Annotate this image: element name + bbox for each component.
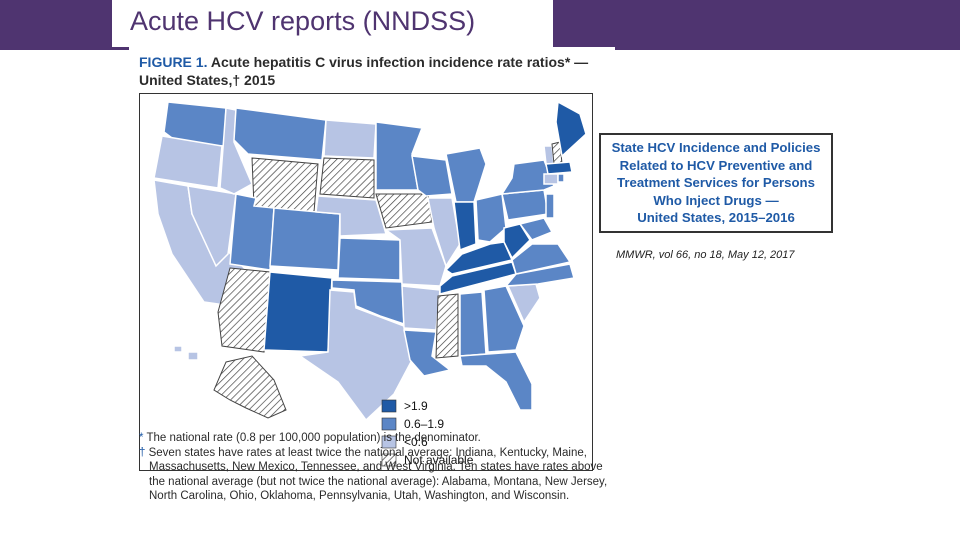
state-ia (375, 193, 433, 229)
state-md (518, 217, 554, 241)
footnote-mark: † (139, 446, 146, 459)
legend-swatch-mid (381, 417, 397, 431)
footnote-text: The national rate (0.8 per 100,000 popul… (146, 432, 481, 444)
state-nd (323, 119, 377, 159)
footnote-text: Seven states have rates at least twice t… (148, 446, 608, 503)
state-wi (411, 155, 453, 197)
state-in (453, 201, 477, 252)
state-or (153, 135, 223, 189)
state-va (511, 243, 572, 275)
state-mi (445, 147, 487, 203)
legend-swatch-high (381, 399, 397, 413)
legend-label-na: Not available (404, 453, 474, 467)
state-hi (173, 345, 199, 361)
figure-label: FIGURE 1. (139, 54, 208, 70)
state-fl (459, 351, 533, 411)
state-la (403, 329, 452, 377)
footnote-mark: * (139, 432, 144, 444)
state-ks (337, 237, 401, 281)
report-title-box: State HCV Incidence and Policies Related… (599, 133, 833, 233)
state-nm (263, 271, 333, 353)
state-ma (545, 161, 573, 175)
footnote-state-rates: † Seven states have rates at least twice… (139, 446, 609, 504)
state-tx (297, 289, 413, 422)
us-map: >1.9 0.6–1.9 <0.6 Not available (153, 100, 587, 467)
citation: MMWR, vol 66, no 18, May 12, 2017 (616, 249, 795, 261)
state-wy (251, 157, 319, 213)
state-nj (545, 193, 555, 219)
state-nv (187, 185, 237, 268)
state-pa (501, 189, 549, 221)
state-ga (483, 285, 525, 353)
legend-swatch-low (381, 435, 397, 449)
state-ny (500, 159, 555, 195)
state-al (459, 291, 487, 357)
state-mt (233, 107, 327, 161)
legend-label-low: <0.6 (404, 435, 428, 449)
footnote-national-rate: * The national rate (0.8 per 100,000 pop… (139, 431, 609, 446)
state-il (427, 197, 461, 268)
state-oh (475, 193, 507, 243)
legend-label-high: >1.9 (404, 399, 428, 413)
state-az (217, 267, 271, 353)
state-ms (435, 293, 459, 359)
slide-title: Acute HCV reports (NNDSS) (130, 6, 476, 36)
state-me (555, 100, 587, 158)
title-tab (112, 0, 553, 47)
state-ak (213, 355, 287, 419)
footnotes: * The national rate (0.8 per 100,000 pop… (139, 431, 609, 504)
figure-title: FIGURE 1. Acute hepatitis C virus infect… (139, 53, 609, 89)
state-ri (557, 173, 565, 183)
state-wv (503, 223, 531, 260)
legend: >1.9 0.6–1.9 <0.6 Not available (381, 399, 474, 467)
legend-label-mid: 0.6–1.9 (404, 417, 444, 431)
state-ar (401, 285, 441, 331)
state-ct (543, 173, 559, 185)
state-nc (504, 263, 575, 287)
state-co (269, 207, 341, 271)
state-sd (319, 157, 375, 199)
legend-swatch-na (381, 453, 397, 467)
figure-title-text: Acute hepatitis C virus infection incide… (139, 54, 589, 88)
figure: FIGURE 1. Acute hepatitis C virus infect… (129, 47, 615, 530)
state-ne (315, 195, 387, 237)
report-title: State HCV Incidence and Policies Related… (611, 140, 821, 226)
map-frame: >1.9 0.6–1.9 <0.6 Not available (139, 93, 593, 471)
